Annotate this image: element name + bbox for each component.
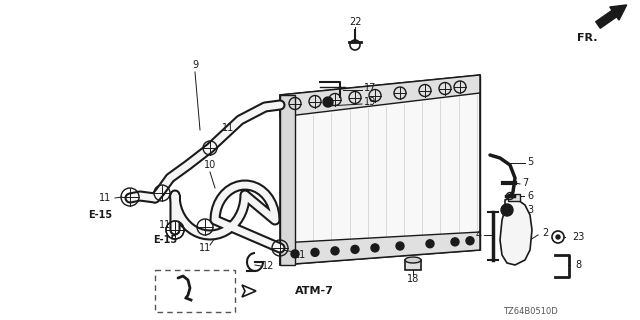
Polygon shape [280,75,480,117]
Text: 12: 12 [262,261,274,271]
Polygon shape [596,5,627,28]
Text: 19: 19 [364,97,376,107]
Text: 2: 2 [542,228,548,238]
Circle shape [331,247,339,255]
Circle shape [291,250,299,258]
Circle shape [311,248,319,256]
Ellipse shape [405,257,421,263]
Text: 8: 8 [575,260,581,270]
Text: 11: 11 [159,220,171,230]
Text: E-15: E-15 [88,210,112,220]
Circle shape [451,238,459,246]
Circle shape [556,235,560,239]
Text: 11: 11 [99,193,111,203]
Bar [405,260,421,270]
Polygon shape [280,75,480,265]
Polygon shape [280,232,480,265]
Text: FR.: FR. [577,33,598,43]
Text: 7: 7 [522,178,528,188]
Text: 5: 5 [527,157,533,167]
Text: 17: 17 [364,83,376,93]
Text: 18: 18 [407,274,419,284]
Text: TZ64B0510D: TZ64B0510D [502,308,557,316]
Text: 10: 10 [204,160,216,170]
Bar [508,194,520,201]
Text: 11: 11 [294,250,306,260]
Bar [155,270,235,312]
Text: 9: 9 [192,60,198,70]
Circle shape [351,245,359,253]
Circle shape [501,204,513,216]
Text: 4: 4 [476,230,482,240]
Text: 6: 6 [527,191,533,201]
Polygon shape [280,95,295,265]
Circle shape [396,242,404,250]
Polygon shape [500,198,532,265]
Circle shape [371,244,379,252]
Text: 3: 3 [527,205,533,215]
Text: ATM-7: ATM-7 [295,286,334,296]
Circle shape [466,237,474,245]
Text: E-15: E-15 [153,235,177,245]
Circle shape [426,240,434,248]
Text: 11: 11 [199,243,211,253]
Circle shape [323,97,333,107]
Polygon shape [242,285,256,297]
Text: 11: 11 [222,123,234,133]
Text: 23: 23 [572,232,584,242]
Text: 22: 22 [349,17,361,27]
